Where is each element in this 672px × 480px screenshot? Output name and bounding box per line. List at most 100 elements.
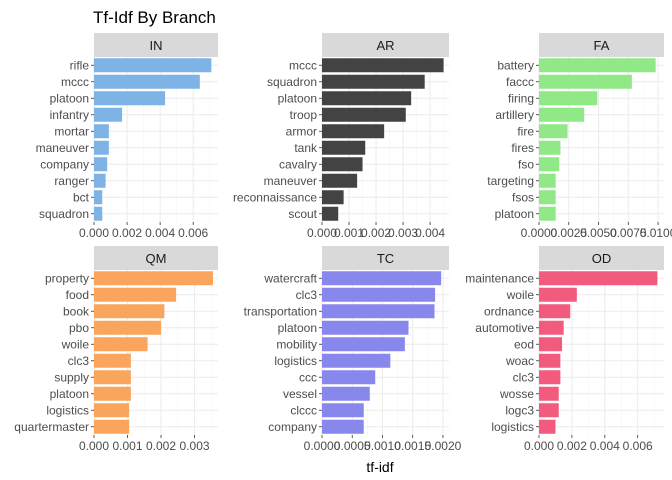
bar [539, 320, 564, 335]
facet-strip [322, 33, 449, 57]
bar [94, 91, 166, 106]
bar [539, 419, 556, 434]
facet-title: FA [594, 38, 610, 53]
x-tick-label: 0.000 [79, 439, 109, 453]
bar [539, 337, 563, 352]
facets-group: IN0.000 0.002 0.004 0.006riflemcccplatoonin… [14, 33, 672, 453]
y-tick-label: fso [518, 157, 534, 171]
y-tick-label: firing [508, 91, 534, 105]
y-tick-label: clccc [290, 403, 317, 417]
bar [94, 271, 213, 286]
y-tick-label: scout [288, 207, 317, 221]
x-tick-label: 0.002 [361, 226, 391, 240]
bar [322, 124, 385, 139]
y-tick-label: company [40, 157, 89, 171]
facet-title: AR [376, 38, 394, 53]
bar [539, 91, 598, 106]
y-tick-label: mobility [276, 337, 317, 351]
bar [322, 271, 442, 286]
bar [94, 107, 123, 122]
bar [539, 403, 559, 418]
y-tick-label: bct [73, 190, 90, 204]
y-tick-label: mortar [54, 124, 89, 138]
x-tick-label: 0.0020 [425, 439, 462, 453]
y-tick-label: ranger [54, 174, 89, 188]
facet-title: TC [377, 251, 394, 266]
bar [94, 287, 177, 302]
y-tick-label: clc3 [68, 354, 90, 368]
bar [94, 74, 200, 89]
bar [322, 58, 444, 73]
bar [322, 157, 363, 172]
bar [539, 107, 585, 122]
x-tick-label: 0.006 [178, 226, 208, 240]
bar [94, 386, 131, 401]
bar [322, 173, 358, 188]
x-tick-label: 0.0010 [364, 439, 401, 453]
x-tick-label: 0.000 [307, 226, 337, 240]
bar [94, 157, 108, 172]
y-tick-label: armor [286, 124, 317, 138]
y-tick-label: logistics [274, 354, 317, 368]
bar [322, 386, 370, 401]
y-tick-label: property [45, 271, 89, 285]
y-tick-label: platoon [278, 91, 317, 105]
y-tick-label: eod [514, 337, 534, 351]
y-tick-label: transportation [244, 304, 317, 318]
x-tick-label: 0.002 [112, 226, 142, 240]
x-tick-label: 0.0000 [304, 439, 341, 453]
bar [539, 74, 632, 89]
facet-title: QM [146, 251, 167, 266]
y-tick-label: rifle [70, 58, 90, 72]
y-tick-label: mccc [61, 75, 89, 89]
y-tick-label: troop [290, 108, 318, 122]
bar [322, 370, 376, 385]
y-tick-label: maneuver [264, 174, 317, 188]
y-tick-label: woac [505, 354, 534, 368]
bar [322, 107, 406, 122]
bar [94, 206, 103, 221]
bar [539, 173, 556, 188]
facet-strip [94, 246, 218, 270]
y-tick-label: fire [517, 124, 534, 138]
y-tick-label: targeting [487, 174, 534, 188]
bar [322, 403, 364, 418]
bar [94, 190, 103, 205]
bar [322, 353, 391, 368]
y-tick-label: platoon [50, 91, 89, 105]
y-tick-label: platoon [278, 321, 317, 335]
facet-strip [94, 33, 218, 57]
bar [539, 287, 577, 302]
bar [94, 304, 165, 319]
y-tick-label: fsos [512, 190, 534, 204]
x-tick-label: 0.0025 [550, 226, 587, 240]
bar [322, 74, 425, 89]
y-tick-label: supply [54, 370, 89, 384]
facet-strip [322, 246, 449, 270]
x-tick-label: 0.002 [557, 439, 587, 453]
y-tick-label: maintenance [465, 271, 534, 285]
y-tick-label: clc3 [513, 370, 535, 384]
bar [322, 337, 405, 352]
y-tick-label: reconnaissance [233, 190, 317, 204]
x-tick-label: 0.0075 [610, 226, 647, 240]
y-tick-label: book [63, 304, 90, 318]
bar [322, 140, 366, 155]
y-tick-label: cavalry [279, 157, 317, 171]
x-tick-label: 0.0050 [580, 226, 617, 240]
y-tick-label: infantry [50, 108, 89, 122]
bar [322, 304, 435, 319]
bar [94, 370, 131, 385]
bar [539, 271, 658, 286]
y-tick-label: mccc [289, 58, 317, 72]
y-tick-label: maneuver [36, 141, 89, 155]
bar [94, 173, 106, 188]
y-tick-label: clc3 [296, 288, 318, 302]
y-tick-label: battery [497, 58, 534, 72]
x-tick-label: 0.003 [180, 439, 210, 453]
y-tick-label: tank [294, 141, 318, 155]
bar [539, 140, 561, 155]
